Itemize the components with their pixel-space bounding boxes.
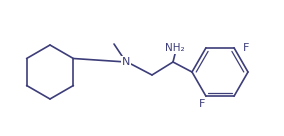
Text: N: N: [122, 57, 130, 67]
Text: F: F: [243, 43, 249, 53]
Text: NH₂: NH₂: [165, 43, 185, 53]
Text: F: F: [199, 99, 205, 109]
